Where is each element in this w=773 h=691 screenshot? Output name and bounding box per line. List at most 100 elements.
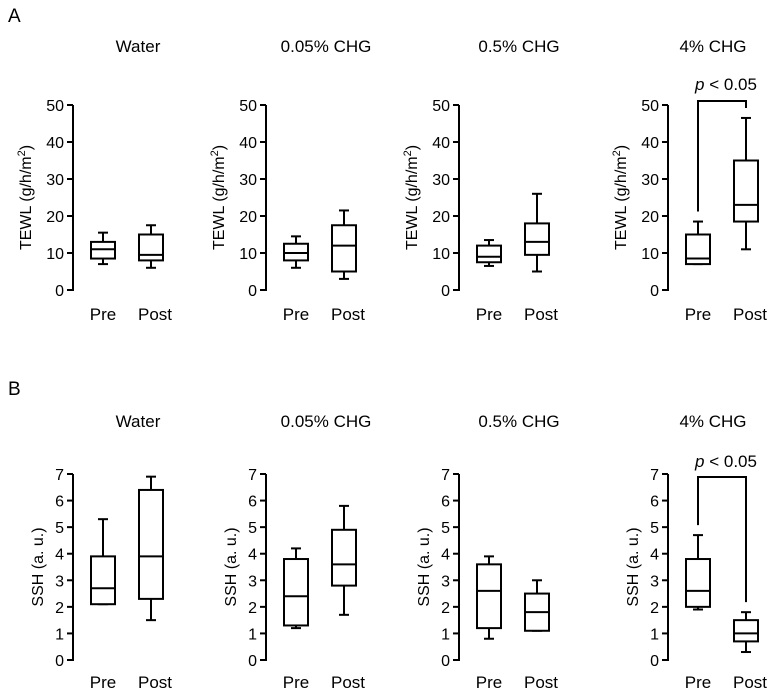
subplot-A-2: 0.05% CHG 0 10 20 30 40 50 TEWL (g/h/m2) Pre Post	[209, 37, 371, 324]
y-tick-label: 40	[46, 135, 64, 152]
iqr-box	[733, 619, 759, 643]
significance-p: p	[694, 452, 704, 471]
y-axis-label-main: TEWL (g/h/m	[18, 156, 35, 250]
y-tick-label: 5	[55, 520, 64, 537]
y-tick-label: 0	[248, 283, 257, 300]
y-axis-label-main: SSH (a. u.)	[416, 527, 433, 606]
y-axis-label-main: TEWL (g/h/m	[613, 156, 630, 250]
x-category-label: Pre	[476, 673, 502, 691]
y-tick-label: 7	[650, 467, 659, 484]
y-axis-label-close: )	[404, 145, 421, 150]
y-axis-label-main: SSH (a. u.)	[30, 527, 47, 606]
iqr-box	[90, 555, 116, 606]
y-tick-label: 3	[248, 573, 257, 590]
y-axis-label: TEWL (g/h/m2)	[16, 145, 35, 250]
y-tick-label: 1	[55, 626, 64, 643]
x-category-label: Pre	[476, 305, 502, 324]
x-category-label: Post	[138, 305, 172, 324]
y-tick-label: 40	[641, 135, 659, 152]
subplot-B-2: 0.05% CHG 0 1 2 3 4 5 6 7 SSH (a. u.) Pre Post	[223, 412, 371, 691]
significance-bracket	[697, 476, 747, 603]
iqr-box	[283, 558, 309, 627]
box-post	[733, 611, 759, 654]
x-category-label: Pre	[685, 305, 711, 324]
y-tick-label: 6	[441, 494, 450, 511]
x-category-label: Post	[733, 305, 767, 324]
iqr-box	[476, 244, 502, 264]
iqr-box	[685, 558, 711, 608]
x-category-label: Post	[733, 673, 767, 691]
y-tick-label: 4	[55, 547, 64, 564]
subplot-B-4: 4% CHG 0 1 2 3 4 5 6 7 SSH (a. u.) Pre Post p < 0.05	[625, 412, 767, 691]
y-axis-label-close: )	[613, 145, 630, 150]
iqr-box	[685, 233, 711, 266]
iqr-box	[138, 233, 164, 262]
y-tick-label: 3	[441, 573, 450, 590]
y-tick-label: 10	[641, 246, 659, 263]
y-tick-label: 5	[650, 520, 659, 537]
y-axis-label-sup: 2	[16, 150, 28, 156]
x-category-label: Post	[331, 305, 365, 324]
panel-letter: B	[8, 379, 21, 400]
chart-title: 0.05% CHG	[281, 37, 372, 56]
y-tick-label: 3	[55, 573, 64, 590]
x-category-label: Pre	[283, 673, 309, 691]
iqr-box	[138, 488, 164, 600]
chart-title: 0.05% CHG	[281, 412, 372, 431]
x-category-label: Pre	[90, 673, 116, 691]
box-post	[138, 475, 164, 622]
box-pre	[685, 534, 711, 611]
box-pre	[685, 220, 711, 266]
y-tick-label: 30	[641, 172, 659, 189]
subplot-B-3: 0.5% CHG 0 1 2 3 4 5 6 7 SSH (a. u.) Pre Post	[416, 412, 560, 691]
iqr-box	[476, 563, 502, 630]
y-tick-label: 10	[432, 246, 450, 263]
box-post	[733, 116, 759, 251]
y-axis-label-close: )	[211, 145, 228, 150]
box-post	[524, 192, 550, 273]
chart-title: 0.5% CHG	[478, 412, 559, 431]
x-category-label: Pre	[283, 305, 309, 324]
y-tick-label: 10	[46, 246, 64, 263]
y-tick-label: 2	[650, 600, 659, 617]
y-axis-label: TEWL (g/h/m2)	[209, 145, 228, 250]
y-tick-label: 6	[55, 494, 64, 511]
y-tick-label: 30	[46, 172, 64, 189]
y-axis-label: SSH (a. u.)	[30, 527, 47, 606]
y-tick-label: 3	[650, 573, 659, 590]
y-tick-label: 4	[441, 547, 450, 564]
y-axis-label: SSH (a. u.)	[625, 527, 642, 606]
box-post	[524, 579, 550, 632]
y-tick-label: 20	[432, 209, 450, 226]
y-axis-label: TEWL (g/h/m2)	[402, 145, 421, 250]
box-pre	[283, 547, 309, 630]
chart-title: Water	[116, 412, 161, 431]
y-axis-label-close: )	[18, 145, 35, 150]
box-post	[138, 224, 164, 269]
y-axis-label-main: TEWL (g/h/m	[404, 156, 421, 250]
y-axis-label-sup: 2	[209, 150, 221, 156]
y-tick-label: 50	[641, 98, 659, 115]
x-category-label: Post	[524, 305, 558, 324]
significance-label: p < 0.05	[694, 452, 757, 471]
box-post	[331, 209, 357, 280]
y-tick-label: 0	[441, 283, 450, 300]
subplot-A-4: 4% CHG 0 10 20 30 40 50 TEWL (g/h/m2) Pre Post p <…	[611, 37, 767, 324]
y-tick-label: 2	[55, 600, 64, 617]
y-axis-label: SSH (a. u.)	[416, 527, 433, 606]
y-tick-label: 4	[248, 547, 257, 564]
y-tick-label: 50	[46, 98, 64, 115]
y-tick-label: 20	[641, 209, 659, 226]
y-tick-label: 0	[248, 653, 257, 670]
y-tick-label: 0	[441, 653, 450, 670]
y-tick-label: 5	[441, 520, 450, 537]
y-tick-label: 6	[650, 494, 659, 511]
subplot-A-1: Water 0 10 20 30 40 50 TEWL (g/h/m2) Pre Post	[16, 37, 172, 324]
y-tick-label: 4	[650, 547, 659, 564]
y-tick-label: 30	[239, 172, 257, 189]
chart-title: 0.5% CHG	[478, 37, 559, 56]
chart-title: 4% CHG	[679, 412, 746, 431]
y-tick-label: 7	[55, 467, 64, 484]
y-tick-label: 0	[55, 653, 64, 670]
